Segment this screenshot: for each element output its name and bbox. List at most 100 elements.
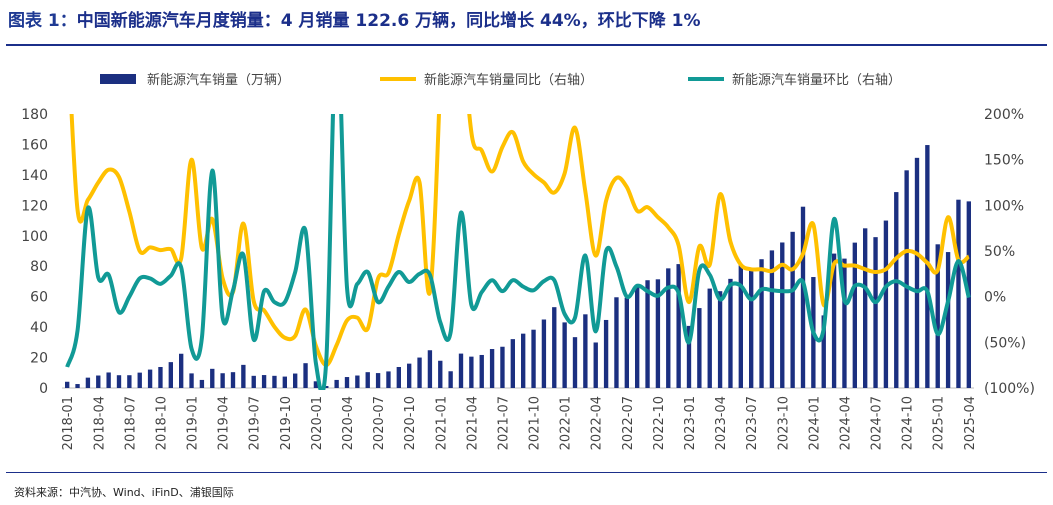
legend-label-mom: 新能源汽车销量环比（右轴） [732,72,901,88]
sales-bar [904,170,909,388]
y-left-tick-label: 0 [39,381,48,397]
x-tick-label: 2021-04 [465,396,480,450]
sales-bar [790,231,795,388]
sales-bar [925,145,930,388]
sales-bar [438,360,443,388]
x-tick-label: 2022-07 [621,396,636,450]
x-tick-label: 2023-10 [776,396,791,450]
sales-bar [241,364,246,388]
sales-bar [282,376,287,388]
sales-bar [572,337,578,388]
sales-bar [842,258,847,388]
sales-bar [137,372,142,388]
y-right-tick-label: 150% [984,153,1024,169]
figure-label: 图表 1： [8,11,77,31]
sales-bar [749,269,754,388]
sales-bar [179,353,184,388]
sales-bar [624,297,629,388]
x-tick-label: 2019-07 [248,396,263,450]
sales-bar [541,319,547,388]
sales-bar [448,371,453,388]
sales-bar [65,381,70,388]
sales-bar [489,349,495,388]
title-text: 中国新能源汽车月度销量：4 月销量 122.6 万辆，同比增长 44%，环比下降… [76,11,701,31]
sales-bar [531,329,536,388]
sales-bar [635,286,640,388]
sales-bar [427,350,433,388]
sales-bar [334,379,339,388]
y-left-tick-label: 20 [30,351,48,367]
sales-bar [272,375,277,388]
sales-bar [614,297,619,388]
sales-bar [210,368,215,388]
x-tick-label: 2021-07 [496,396,511,450]
x-tick-label: 2019-04 [217,396,232,450]
x-tick-label: 2022-04 [590,396,605,450]
sales-bar [261,375,267,388]
sales-bar [852,242,857,388]
sales-bar [375,373,381,388]
sales-bar [894,192,899,388]
x-tick-label: 2018-07 [123,396,138,450]
sales-bar [168,362,173,388]
sales-bar [821,315,826,388]
x-tick-label: 2020-01 [310,396,325,450]
x-tick-label: 2025-01 [932,396,947,450]
sales-bar [324,386,329,388]
sales-bar [365,372,370,388]
sales-bar [759,259,764,388]
sales-bar [344,377,350,388]
chart-title: 图表 1：中国新能源汽车月度销量：4 月销量 122.6 万辆，同比增长 44%… [8,6,701,36]
sales-bar [106,372,111,388]
x-tick-label: 2019-10 [279,396,294,450]
sales-bar [686,325,692,388]
x-tick-label: 2019-01 [186,396,201,450]
sales-bar [189,373,194,388]
sales-bar [116,375,122,388]
sales-bar [593,342,598,388]
sales-bar [552,307,557,388]
x-tick-label: 2023-01 [683,396,698,450]
sales-bar [303,363,308,388]
yoy-line [69,114,971,368]
x-tick-label: 2024-01 [807,396,822,450]
sales-bar [75,384,80,388]
sales-bar [293,373,298,388]
legend-swatch-bar [100,74,136,84]
title-divider [6,44,1047,46]
y-left-tick-label: 60 [30,290,48,306]
sales-bar [407,363,412,388]
sales-chart: 新能源汽车销量（万辆） 新能源汽车销量同比（右轴） 新能源汽车销量环比（右轴） … [21,72,1035,450]
x-tick-label: 2018-01 [61,396,76,450]
y-left-tick-label: 140 [21,168,48,184]
sales-bar [935,244,940,388]
x-tick-label: 2024-04 [838,396,853,450]
x-tick-label: 2020-10 [403,396,418,450]
sales-bar [500,346,505,388]
source-note: 资料来源：中汽协、Wind、iFinD、浦银国际 [14,486,234,499]
sales-bar [230,372,236,388]
sales-bar [707,288,712,388]
x-tick-label: 2022-10 [652,396,667,450]
mom-line [65,114,971,390]
y-left-tick-label: 180 [21,107,48,123]
sales-bar [666,268,671,388]
y-right-tick-label: 50% [984,244,1015,260]
sales-bar [863,228,868,388]
y-left-tick-label: 40 [30,320,48,336]
sales-bar [676,264,681,388]
sales-bar [386,371,391,388]
sales-bar [521,333,526,388]
sales-bar [738,265,743,388]
x-tick-label: 2023-07 [745,396,760,450]
x-tick-label: 2020-07 [372,396,387,450]
x-tick-label: 2025-04 [963,396,978,450]
sales-bar [510,339,515,388]
y-left-tick-label: 80 [30,259,48,275]
legend-label-bar: 新能源汽车销量（万辆） [147,72,290,88]
sales-bar [85,377,91,388]
y-left-tick-label: 160 [21,137,48,153]
y-right-tick-label: (50%) [984,335,1026,351]
sales-bar [728,278,733,388]
sales-bar [458,353,464,388]
